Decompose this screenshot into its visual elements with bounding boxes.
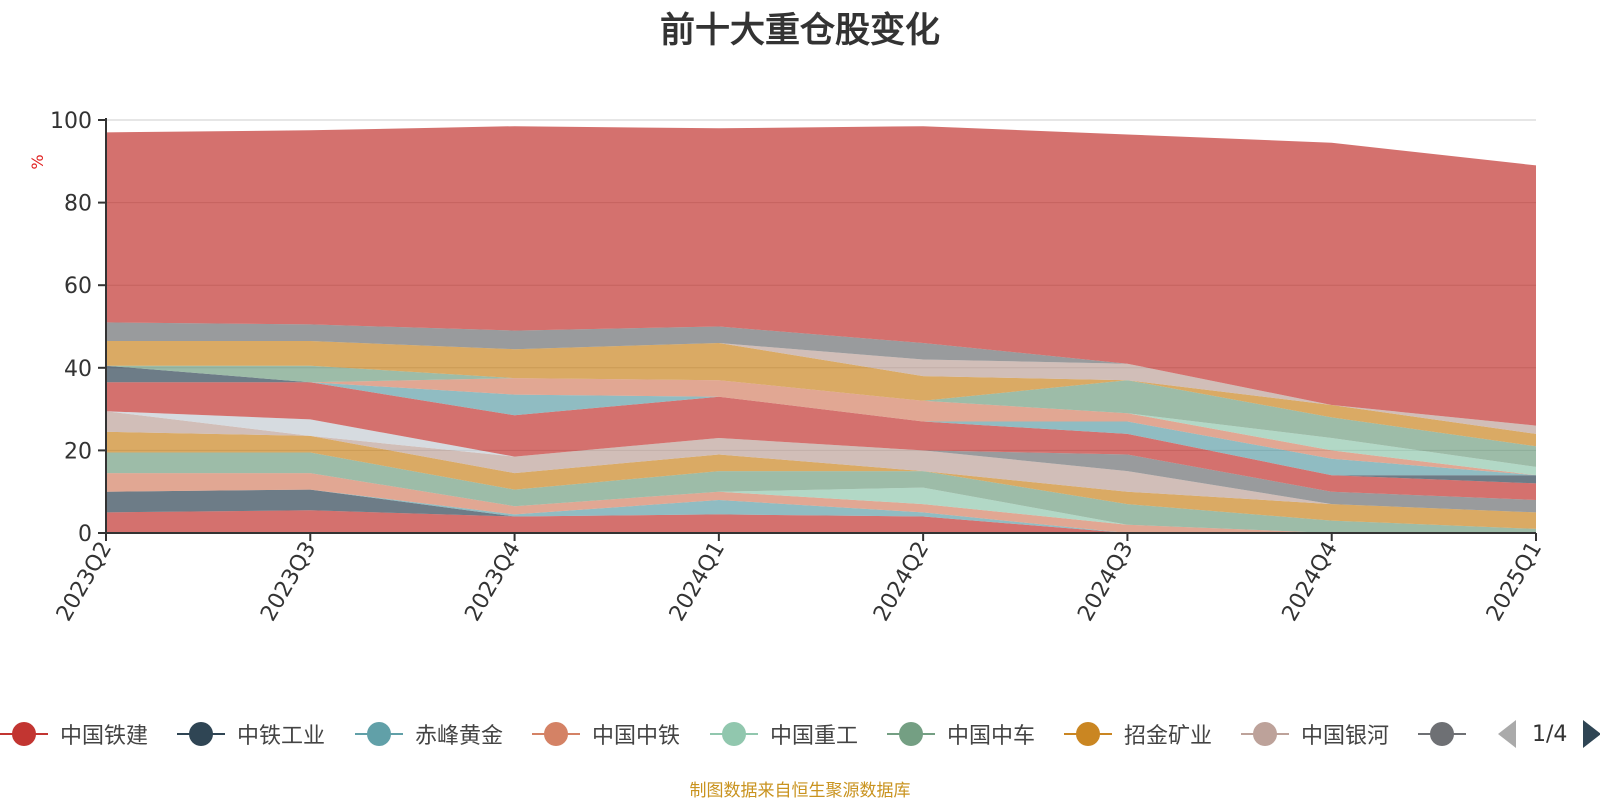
series-area-3 [106,489,1536,533]
chart-title: 前十大重仓股变化 [659,11,940,51]
series-area-6 [106,452,1536,533]
series-areas [106,126,1536,533]
x-tick-label: 2023Q3 [256,538,321,626]
x-tick-label: 2024Q4 [1278,538,1343,626]
legend-marker-icon [1418,719,1466,749]
legend-item[interactable]: 中国重工 [710,712,858,756]
legend-label: 中国中车 [947,724,1036,749]
legend-item[interactable]: 中国中车 [887,712,1035,756]
next-page-icon[interactable] [1583,720,1600,748]
series-area-12 [106,365,1536,484]
series-area-21 [106,126,1536,426]
legend-item[interactable] [1418,712,1478,756]
legend-item[interactable]: 中国铁建 [0,712,148,756]
legend-marker-icon [710,719,758,749]
series-area-7 [106,431,1536,529]
stacked-area-chart: 0 20 40 60 80 100 2023Q2 2023Q3 2023Q4 2024Q1 2024… [28,109,1547,626]
legend-label: 中国重工 [770,724,859,749]
series-area-8 [106,411,1536,513]
legend-item[interactable]: 中国中铁 [532,712,680,756]
legend-marker-icon [0,719,48,749]
data-source-note: 制图数据来自恒生聚源数据库 [689,781,911,801]
y-tick-label: 40 [64,357,92,382]
series-area-1 [106,510,1536,533]
x-tick-label: 2024Q3 [1073,538,1138,626]
legend-marker-icon [355,719,403,749]
series-area-17 [106,341,1536,447]
legend-marker-icon [1064,719,1112,749]
y-tick-label: 100 [50,109,92,134]
series-area-16 [106,365,1536,467]
legend-label: 中国银河 [1301,724,1390,749]
page-indicator: 1/4 [1532,721,1568,747]
legend-item[interactable]: 中铁工业 [177,712,325,756]
x-tick-label: 2024Q2 [869,538,934,626]
legend-label: 中铁工业 [237,724,326,749]
y-tick-label: 80 [64,192,92,217]
legend: 中国铁建 中铁工业 赤峰黄金 中国中铁 中国重工 中国中车 招金矿业 中国银河 [0,712,1600,756]
legend-item[interactable]: 中国银河 [1241,712,1389,756]
series-area-11 [106,382,1536,500]
legend-label: 中国铁建 [60,724,149,749]
series-area-19 [106,322,1536,426]
x-tick-label: 2023Q2 [52,538,117,626]
x-tick-label: 2023Q4 [460,538,525,626]
series-area-10 [106,411,1536,500]
x-tick-label: 2024Q1 [665,538,730,626]
series-area-4 [106,473,1536,533]
legend-item[interactable]: 招金矿业 [1064,712,1212,756]
legend-label: 中国中铁 [592,724,681,749]
y-tick-label: 60 [64,274,92,299]
prev-page-icon[interactable] [1498,720,1516,748]
series-area-13 [106,365,1536,476]
y-axis-label: % [28,154,47,169]
series-area-2 [106,489,1536,533]
legend-pager: 1/4 [1498,712,1600,756]
legend-marker-icon [887,719,935,749]
legend-label: 赤峰黄金 [415,724,504,749]
series-area-9 [106,411,1536,513]
legend-marker-icon [1241,719,1289,749]
legend-item[interactable]: 赤峰黄金 [355,712,503,756]
legend-marker-icon [532,719,580,749]
x-tick-label: 2025Q1 [1482,538,1547,626]
y-tick-label: 0 [78,522,92,547]
y-tick-label: 20 [64,439,92,464]
legend-marker-icon [177,719,225,749]
legend-label: 招金矿业 [1124,724,1213,749]
